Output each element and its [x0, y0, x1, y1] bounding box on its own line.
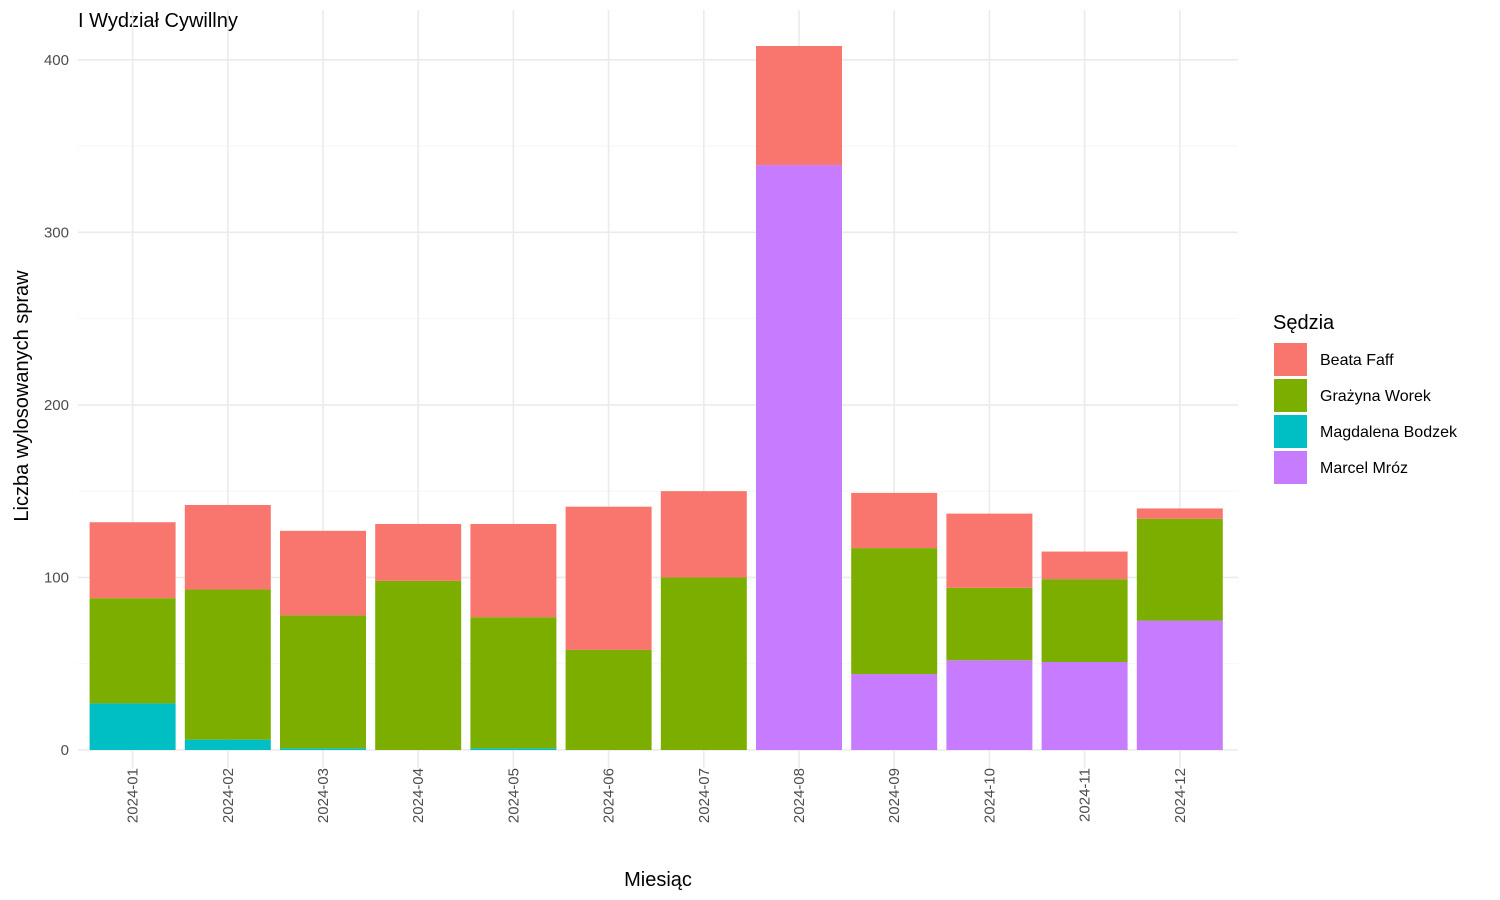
bar-segment — [184, 504, 271, 590]
bar-segment — [470, 617, 557, 749]
bar-segment — [756, 165, 842, 751]
bar-segment — [89, 703, 176, 750]
bar-segment — [756, 45, 842, 166]
bar-segment — [375, 580, 462, 750]
x-tick-label: 2024-11 — [1077, 768, 1094, 822]
bar-segment — [851, 548, 938, 675]
y-axis-ticks: 0 100 200 300 400 — [44, 52, 69, 759]
x-tick-label: 2024-09 — [886, 768, 903, 823]
bar-segment — [89, 598, 176, 704]
bar-segment — [1041, 551, 1128, 580]
x-tick-label: 2024-08 — [791, 768, 808, 823]
bar-segment — [1041, 661, 1128, 750]
x-axis-ticks: 2024-01 2024-02 2024-03 2024-04 2024-05 2024-… — [125, 768, 1189, 823]
x-tick-label: 2024-03 — [315, 768, 332, 823]
y-axis-title: Liczba wylosowanych spraw — [11, 270, 33, 522]
bar-segment — [565, 649, 652, 750]
legend-items: Beata Faff Grażyna Worek Magdalena Bodzek M… — [1274, 343, 1458, 484]
x-tick-label: 2024-06 — [601, 768, 618, 823]
y-tick-label: 200 — [44, 397, 69, 414]
bar-segment — [851, 674, 938, 750]
bar-segment — [470, 748, 557, 750]
legend-title: Sędzia — [1273, 312, 1335, 334]
bar-segment — [1136, 508, 1223, 519]
x-axis-title: Miesiąc — [624, 869, 692, 891]
x-tick-label: 2024-12 — [1172, 768, 1189, 823]
bar-segment — [280, 530, 366, 616]
legend-label: Marcel Mróz — [1320, 460, 1408, 477]
legend-swatch — [1274, 451, 1307, 484]
legend-label: Magdalena Bodzek — [1320, 424, 1458, 441]
bar-segment — [280, 615, 366, 749]
bar-segment — [660, 491, 747, 578]
bar-segment — [1136, 518, 1223, 621]
x-tick-label: 2024-10 — [981, 768, 998, 823]
bar-segment — [1041, 579, 1128, 662]
bar-segment — [851, 492, 938, 549]
bar-segment — [470, 523, 557, 618]
y-tick-label: 100 — [44, 569, 69, 586]
legend-swatch — [1274, 379, 1307, 412]
legend-label: Beata Faff — [1320, 352, 1394, 369]
x-tick-label: 2024-04 — [410, 768, 427, 823]
legend-swatch — [1274, 415, 1307, 448]
x-tick-label: 2024-01 — [125, 768, 142, 823]
bar-segment — [660, 577, 747, 750]
x-tick-label: 2024-02 — [220, 768, 237, 823]
bar-segment — [946, 660, 1033, 750]
x-tick-label: 2024-07 — [696, 768, 713, 823]
y-tick-label: 300 — [44, 224, 69, 241]
bar-segment — [280, 748, 366, 750]
bar-segment — [375, 523, 462, 581]
y-tick-label: 400 — [44, 52, 69, 69]
legend: Sędzia Beata Faff Grażyna Worek Magdalena … — [1273, 312, 1458, 484]
y-tick-label: 0 — [61, 742, 69, 759]
bar-segment — [89, 522, 176, 599]
x-tick-label: 2024-05 — [505, 768, 522, 823]
bars — [89, 45, 1223, 751]
bar-segment — [946, 587, 1033, 661]
bar-segment — [1136, 620, 1223, 750]
legend-label: Grażyna Worek — [1320, 388, 1432, 405]
bar-segment — [565, 506, 652, 650]
chart-title: I Wydział Cywillny — [78, 10, 238, 32]
bar-segment — [184, 739, 271, 750]
legend-swatch — [1274, 343, 1307, 376]
bar-segment — [946, 513, 1033, 588]
bar-segment — [184, 589, 271, 740]
